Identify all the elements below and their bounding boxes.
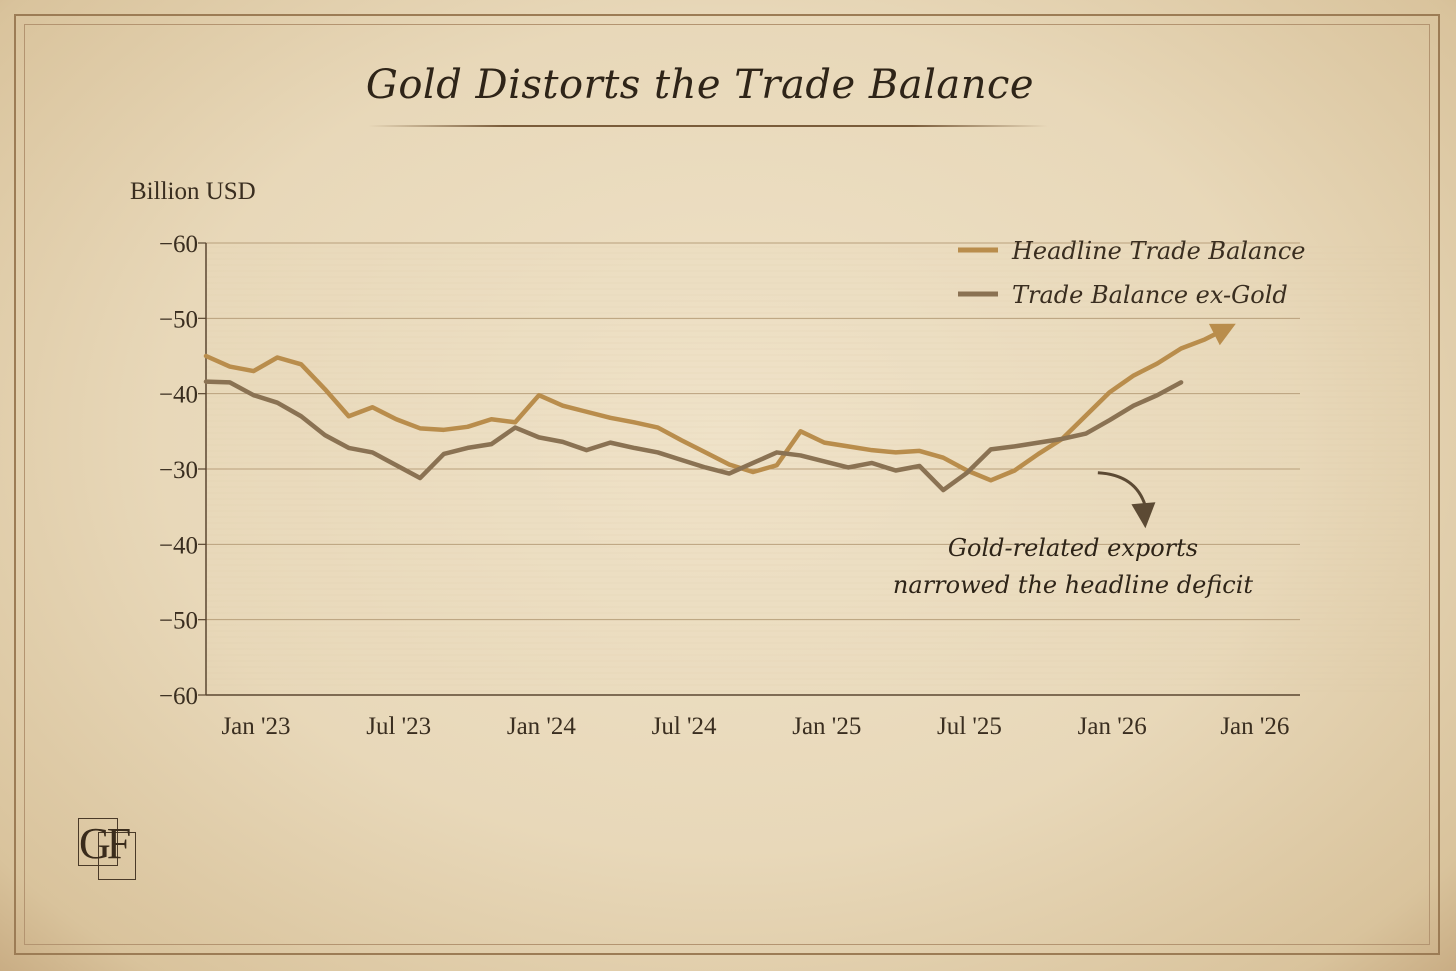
x-tick-label: Jan '23 bbox=[221, 713, 290, 740]
y-tick-label: −50 bbox=[159, 608, 198, 635]
x-axis-ticks: Jan '23 Jul '23 Jan '24 Jul '24 Jan '25 Jul '… bbox=[221, 713, 1289, 740]
inner-frame-border bbox=[24, 24, 1430, 945]
y-tick-label: −40 bbox=[159, 382, 198, 409]
y-tick-label: −40 bbox=[159, 532, 198, 559]
legend: Headline Trade Balance Trade Balance ex-G… bbox=[958, 237, 1305, 309]
series-arrowhead bbox=[1208, 323, 1236, 346]
y-tick-label: −60 bbox=[159, 683, 198, 710]
annotation-text: narrowed the headline deficit bbox=[893, 571, 1253, 599]
x-tick-label: Jan '26 bbox=[1220, 713, 1289, 740]
y-tick-label: −60 bbox=[159, 231, 198, 258]
title-underline bbox=[368, 125, 1048, 127]
x-tick-label: Jan '26 bbox=[1078, 713, 1147, 740]
x-tick-label: Jul '25 bbox=[937, 713, 1002, 740]
logo-text: GF bbox=[79, 819, 131, 868]
annotation-text: Gold-related exports bbox=[948, 534, 1198, 562]
series-line-ex-gold bbox=[203, 379, 1184, 493]
logo-frame-right bbox=[98, 832, 136, 880]
annotation: Gold-related exports narrowed the headlin… bbox=[893, 471, 1253, 599]
legend-label: Headline Trade Balance bbox=[1011, 237, 1305, 265]
chart-title: Gold Distorts the Trade Balance bbox=[365, 62, 1035, 108]
grid-lines bbox=[206, 242, 1420, 696]
y-tick-label: −30 bbox=[159, 457, 198, 484]
x-tick-label: Jan '24 bbox=[507, 713, 577, 740]
x-tick-label: Jan '25 bbox=[792, 713, 861, 740]
y-axis-unit-label: Billion USD bbox=[130, 178, 256, 205]
legend-label: Trade Balance ex-Gold bbox=[1012, 281, 1288, 309]
x-tick-label: Jul '24 bbox=[652, 713, 717, 740]
x-tick-label: Jul '23 bbox=[366, 713, 431, 740]
series-group bbox=[203, 323, 1236, 493]
gf-logo: GF bbox=[78, 818, 136, 880]
y-tick-label: −50 bbox=[159, 306, 198, 333]
y-axis-ticks: −60 −50 −40 −30 −40 −50 −60 bbox=[159, 231, 206, 710]
outer-frame-border bbox=[14, 14, 1440, 955]
series-line-headline bbox=[203, 325, 1231, 483]
annotation-arrowhead bbox=[1131, 502, 1156, 529]
annotation-arrow bbox=[1097, 471, 1147, 507]
